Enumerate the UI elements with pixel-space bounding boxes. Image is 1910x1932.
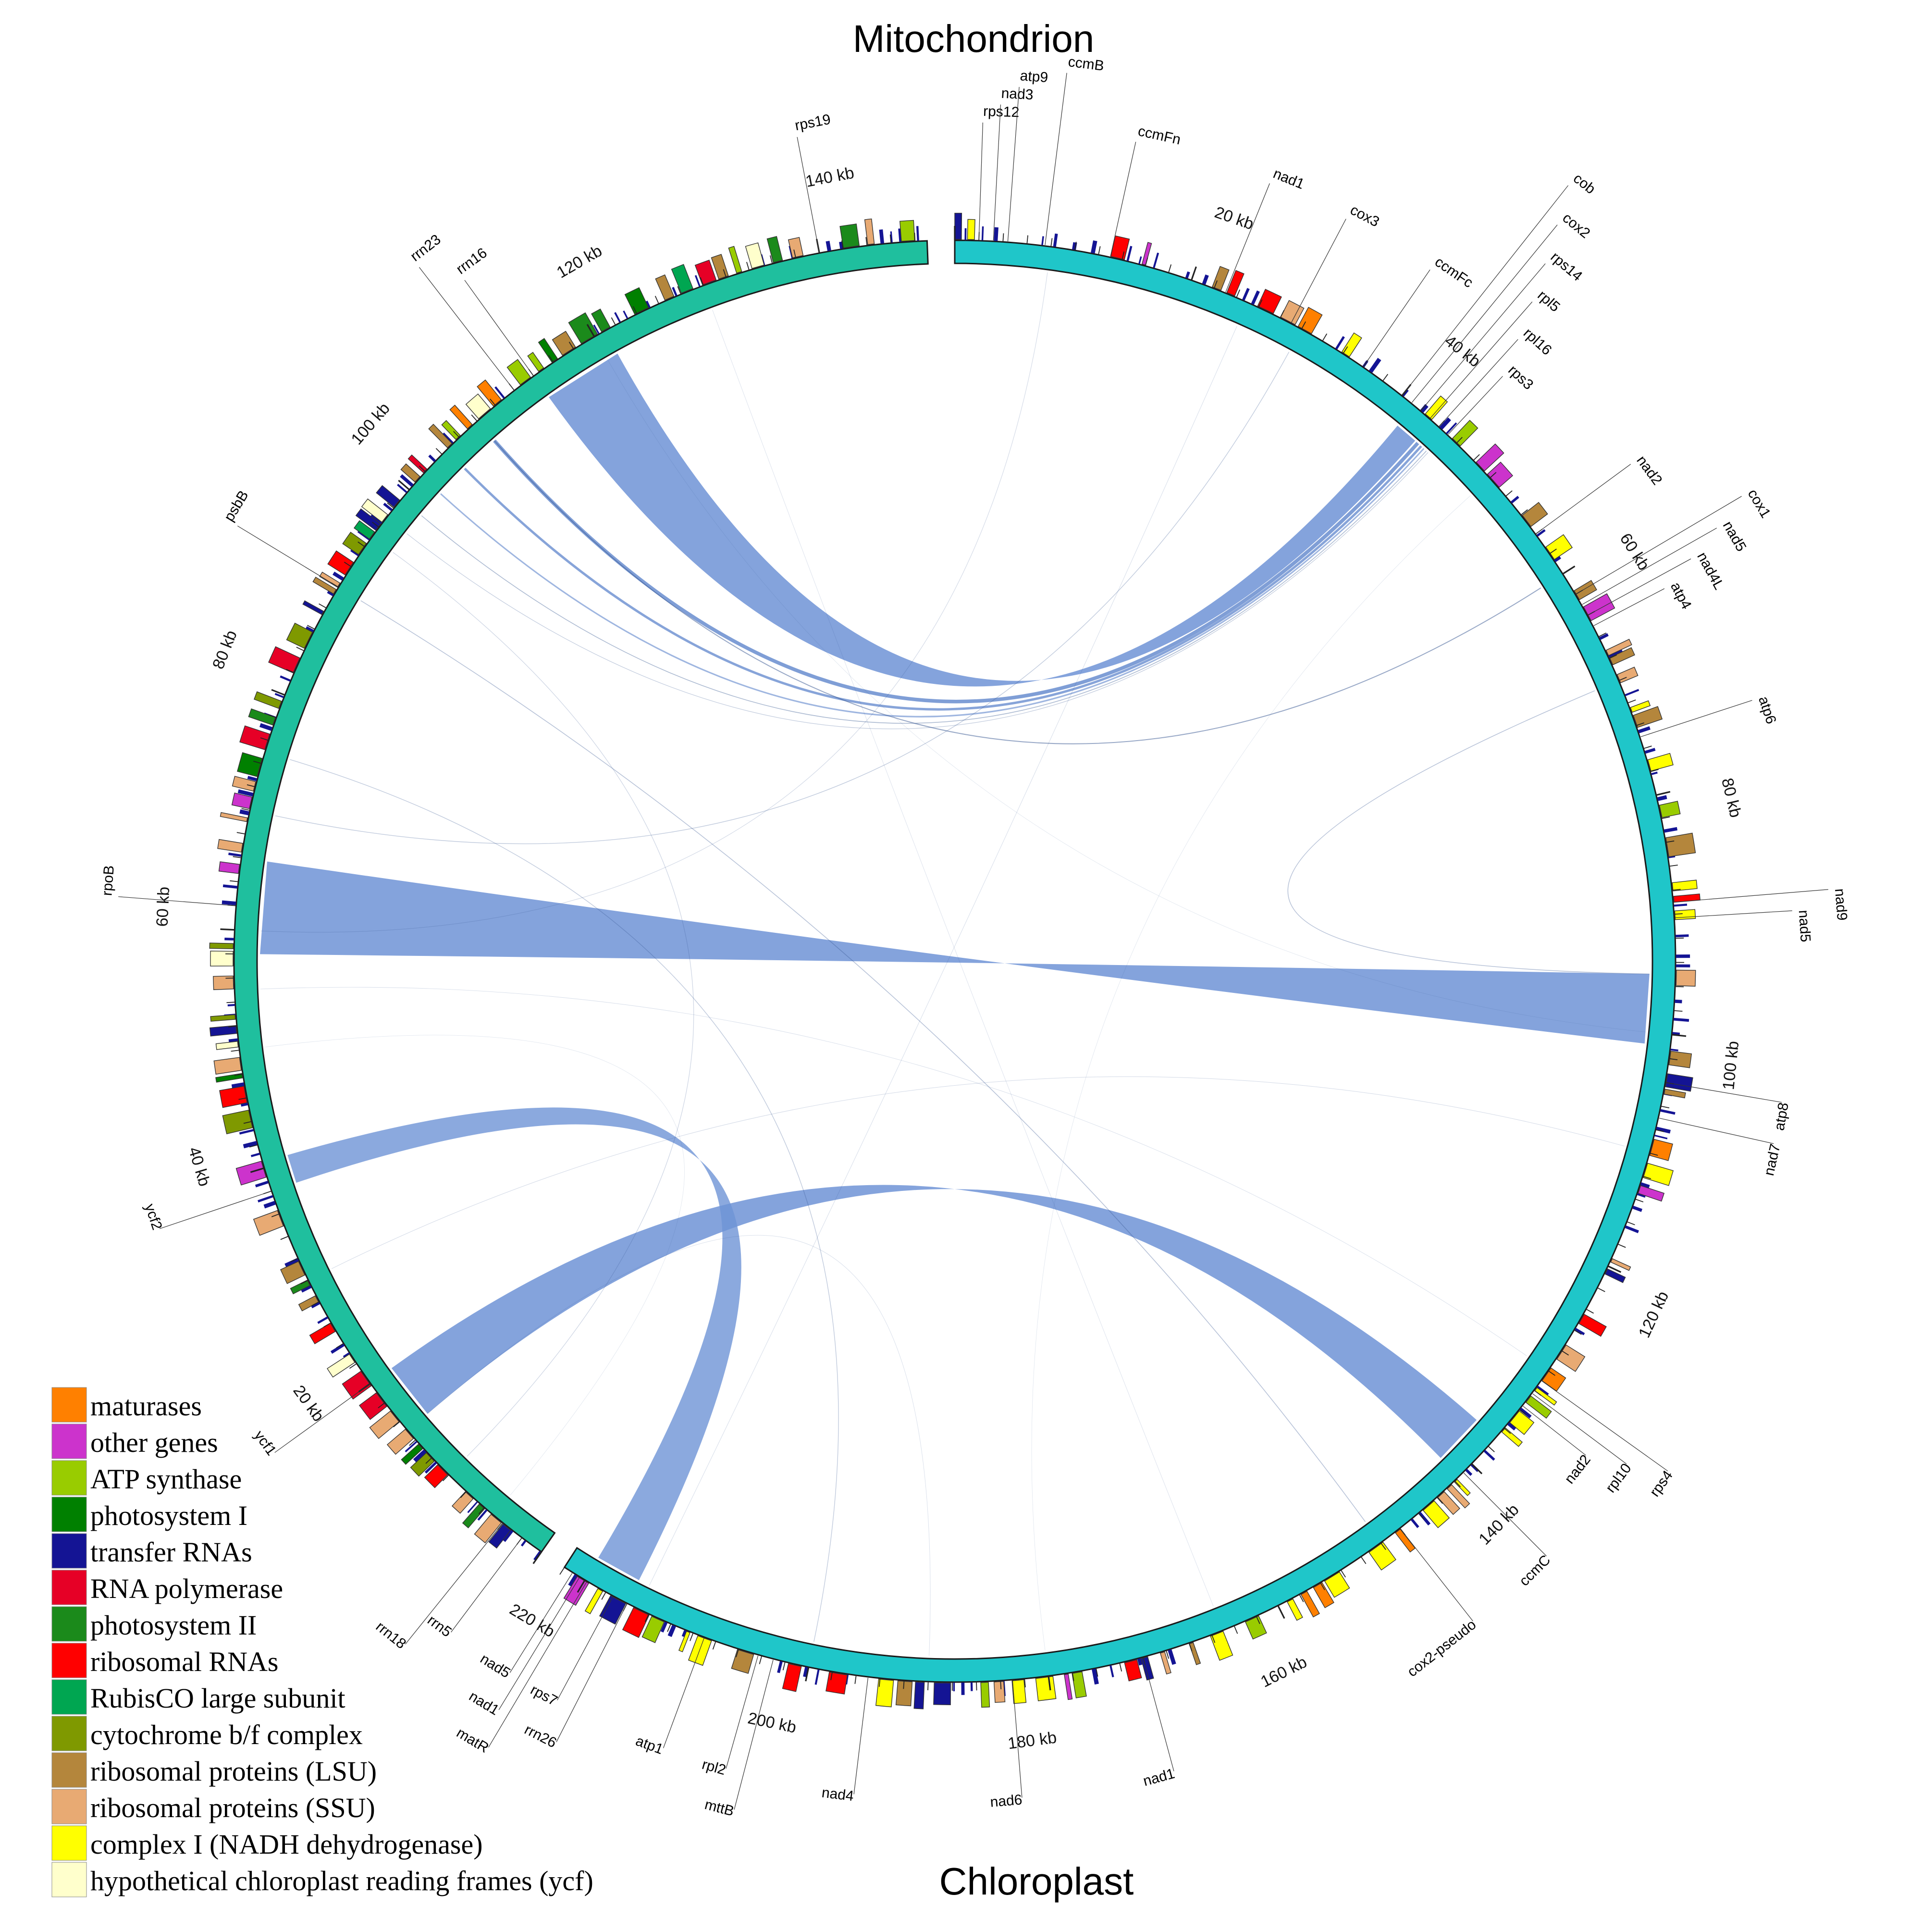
svg-text:Chloroplast: Chloroplast [939, 1860, 1134, 1903]
svg-text:RNA polymerase: RNA polymerase [90, 1573, 283, 1604]
svg-text:photosystem I: photosystem I [90, 1500, 247, 1531]
svg-text:transfer RNAs: transfer RNAs [90, 1536, 252, 1568]
svg-text:RubisCO large subunit: RubisCO large subunit [90, 1683, 345, 1714]
svg-text:cytochrome b/f complex: cytochrome b/f complex [90, 1719, 363, 1750]
svg-text:rpoB: rpoB [99, 865, 117, 896]
svg-text:rps12: rps12 [983, 103, 1020, 120]
svg-text:ribosomal RNAs: ribosomal RNAs [90, 1646, 279, 1677]
svg-text:hypothetical chloroplast readi: hypothetical chloroplast reading frames … [90, 1865, 593, 1896]
svg-text:nad6: nad6 [989, 1792, 1023, 1810]
svg-text:60 kb: 60 kb [153, 886, 173, 927]
svg-text:other genes: other genes [90, 1427, 218, 1458]
svg-text:ribosomal proteins (SSU): ribosomal proteins (SSU) [90, 1792, 375, 1823]
svg-text:nad9: nad9 [1832, 888, 1850, 921]
svg-text:ribosomal proteins (LSU): ribosomal proteins (LSU) [90, 1756, 377, 1787]
svg-text:atp9: atp9 [1020, 68, 1049, 86]
svg-text:ATP synthase: ATP synthase [90, 1463, 242, 1495]
svg-text:nad3: nad3 [1001, 86, 1034, 103]
svg-text:nad5: nad5 [1796, 910, 1813, 943]
svg-text:photosystem II: photosystem II [90, 1610, 257, 1641]
svg-text:Mitochondrion: Mitochondrion [853, 17, 1095, 60]
svg-text:complex I (NADH dehydrogenase): complex I (NADH dehydrogenase) [90, 1829, 483, 1860]
svg-text:maturases: maturases [90, 1390, 202, 1422]
